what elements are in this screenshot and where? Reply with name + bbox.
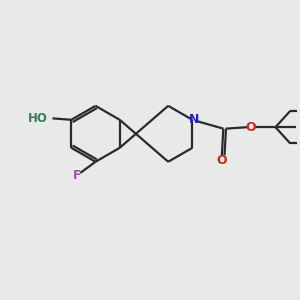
- Text: O: O: [217, 154, 227, 167]
- Text: F: F: [72, 169, 80, 182]
- Text: O: O: [245, 121, 256, 134]
- Text: N: N: [189, 113, 199, 126]
- Text: HO: HO: [28, 112, 48, 125]
